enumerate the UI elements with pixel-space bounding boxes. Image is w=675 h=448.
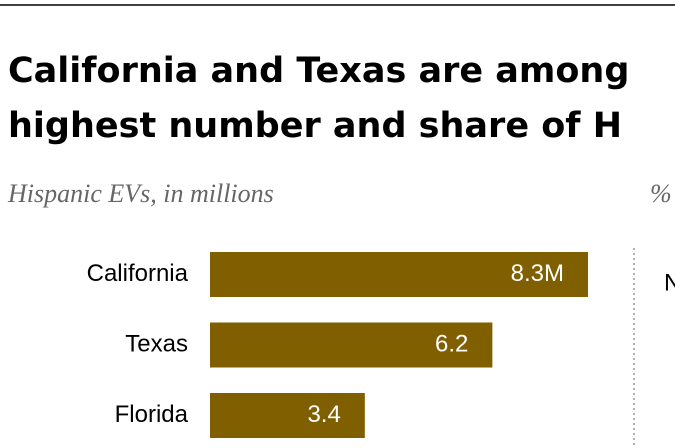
chart-subtitle: Hispanic EVs, in millions xyxy=(7,179,274,208)
value-label: 8.3M xyxy=(511,260,564,287)
value-label: 3.4 xyxy=(307,401,340,428)
right-panel-label: N xyxy=(664,269,675,296)
right-panel-subtitle: % xyxy=(650,179,672,208)
value-label: 6.2 xyxy=(435,330,468,357)
category-label: Florida xyxy=(115,401,189,428)
chart-title-line: California and Texas are among xyxy=(8,51,629,91)
category-label: California xyxy=(87,260,189,287)
bar xyxy=(210,252,588,297)
bar xyxy=(210,393,365,438)
chart-title-line: highest number and share of H xyxy=(8,106,622,146)
category-label: Texas xyxy=(125,330,188,357)
bar xyxy=(210,322,493,368)
